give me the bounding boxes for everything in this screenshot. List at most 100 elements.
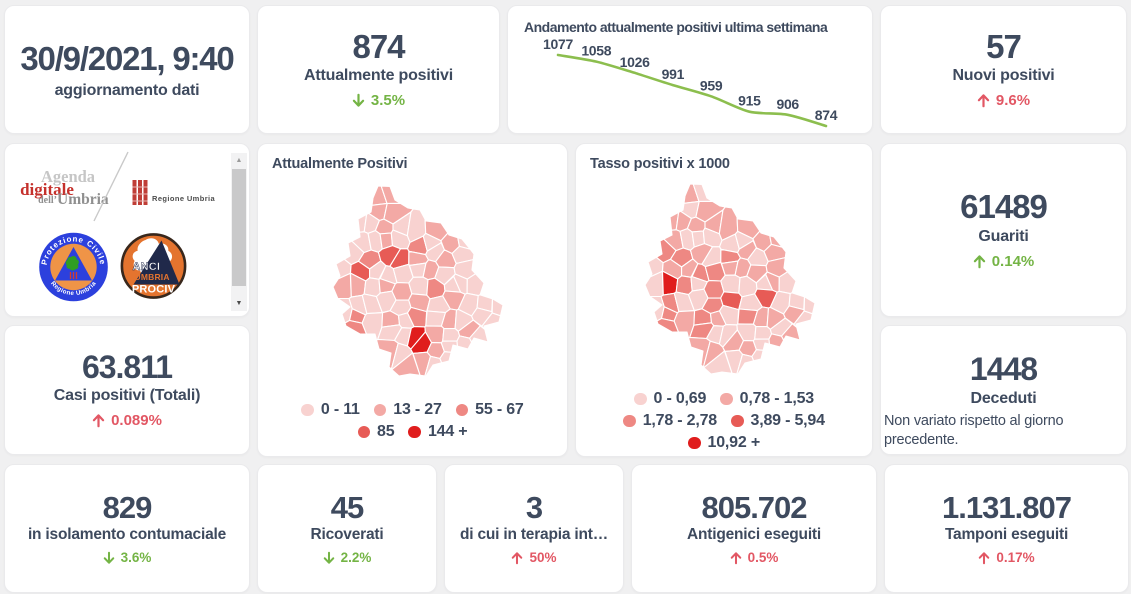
legend-item: 55 - 67 bbox=[455, 401, 524, 419]
card-antigenici-eseguiti: 805.702 Antigenici eseguiti 0.5% bbox=[631, 464, 877, 593]
trend-point-label: 991 bbox=[662, 66, 685, 82]
legend-dot bbox=[731, 414, 744, 428]
scroll-up-button[interactable]: ▲ bbox=[231, 153, 247, 168]
casi-positivi-totali-delta: 0.089% bbox=[92, 412, 162, 429]
municipality-cell[interactable] bbox=[439, 351, 452, 364]
terapia-intensiva-label: di cui in terapia int… bbox=[459, 526, 609, 544]
map-attualmente-title: Attualmente Positivi bbox=[272, 156, 408, 172]
card-terapia-intensiva: 3 di cui in terapia int… 50% bbox=[444, 464, 624, 593]
nuovi-positivi-value: 57 bbox=[986, 27, 1022, 65]
map-tasso-title: Tasso positivi x 1000 bbox=[590, 156, 730, 172]
legend-row: 0 - 0,69 0,78 - 1,53 bbox=[634, 389, 814, 409]
legend-row: 10,92 + bbox=[688, 433, 760, 453]
municipality-cell[interactable] bbox=[408, 276, 429, 296]
legend-label: 13 - 27 bbox=[393, 401, 442, 418]
municipality-cell[interactable] bbox=[442, 327, 461, 342]
legend-dot bbox=[623, 414, 636, 428]
trend-point-label: 1077 bbox=[543, 36, 573, 52]
card-map-tasso-positivi: Tasso positivi x 1000 0 - 0,69 0,78 - 1,5… bbox=[575, 143, 873, 457]
municipality-cell[interactable] bbox=[778, 271, 797, 295]
municipality-cell[interactable] bbox=[344, 319, 367, 335]
trend-point-label: 906 bbox=[776, 96, 799, 112]
card-update-date: 30/9/2021, 9:40 aggiornamento dati bbox=[4, 5, 250, 134]
attualmente-positivi-value: 874 bbox=[352, 27, 405, 65]
legend-item: 0 - 0,69 bbox=[634, 390, 706, 408]
municipality-cell[interactable] bbox=[481, 312, 502, 330]
trend-point-label: 1058 bbox=[581, 43, 611, 59]
municipality-cell[interactable] bbox=[644, 270, 664, 298]
municipality-cell[interactable] bbox=[337, 297, 353, 324]
municipality-cell[interactable] bbox=[768, 333, 785, 348]
legend-dot bbox=[688, 436, 701, 450]
tamponi-eseguiti-delta-value: 0.17% bbox=[996, 550, 1035, 566]
municipality-cell[interactable] bbox=[793, 310, 814, 328]
attualmente-positivi-delta: 3.5% bbox=[352, 92, 405, 109]
guariti-label: Guariti bbox=[978, 227, 1029, 245]
tamponi-eseguiti-label: Tamponi eseguiti bbox=[944, 526, 1069, 544]
trend-point-label: 915 bbox=[738, 93, 761, 109]
legend-item: 85 bbox=[357, 423, 395, 441]
municipality-cell[interactable] bbox=[751, 349, 764, 362]
municipality-cell[interactable] bbox=[363, 277, 381, 298]
legend-item: 3,89 - 5,94 bbox=[731, 412, 825, 430]
municipality-cell[interactable] bbox=[466, 273, 485, 297]
legend-label: 85 bbox=[377, 423, 395, 440]
tamponi-eseguiti-value: 1.131.807 bbox=[942, 489, 1072, 525]
tamponi-eseguiti-delta: 0.17% bbox=[978, 550, 1035, 566]
card-deceduti: 1448 Deceduti Non variato rispetto al gi… bbox=[880, 325, 1127, 455]
ceri-bar bbox=[132, 180, 137, 205]
card-attualmente-positivi: 874 Attualmente positivi 3.5% bbox=[257, 5, 500, 134]
casi-positivi-totali-value: 63.811 bbox=[81, 348, 173, 385]
antigenici-eseguiti-label: Antigenici eseguiti bbox=[687, 526, 821, 544]
isolamento-contumaciale-value: 829 bbox=[102, 489, 153, 525]
card-guariti: 61489 Guariti 0.14% bbox=[880, 143, 1127, 317]
legend-row: 85 144 + bbox=[357, 422, 468, 442]
slash-divider bbox=[93, 151, 129, 222]
municipality-cell[interactable] bbox=[752, 338, 771, 351]
isolamento-contumaciale-delta: 3.6% bbox=[103, 550, 151, 565]
arrow-up-icon bbox=[730, 552, 741, 565]
legend-dot bbox=[373, 403, 387, 417]
terapia-intensiva-delta: 50% bbox=[511, 550, 557, 565]
municipality-cell[interactable] bbox=[456, 335, 473, 350]
vertical-scrollbar[interactable]: ▲ ▼ bbox=[231, 153, 247, 311]
municipality-cell[interactable] bbox=[754, 325, 773, 340]
protezione-civile-logo: Protezione Civile Regione Umbria bbox=[39, 232, 108, 302]
card-tamponi-eseguiti: 1.131.807 Tamponi eseguiti 0.17% bbox=[884, 464, 1129, 593]
regione-umbria-logo: Regione Umbria bbox=[132, 180, 215, 205]
logos-panel: Agenda digitale dell’ Umbria Regione Umb… bbox=[20, 151, 215, 302]
arrow-up-icon bbox=[973, 255, 985, 269]
legend-item: 0 - 11 bbox=[301, 401, 360, 419]
legend-label: 0 - 0,69 bbox=[653, 390, 707, 407]
legend-label: 0,78 - 1,53 bbox=[739, 390, 815, 407]
legend-dot bbox=[408, 425, 421, 439]
legend-dot bbox=[720, 392, 733, 406]
trend-point-label: 1026 bbox=[620, 54, 650, 70]
guariti-delta: 0.14% bbox=[973, 253, 1034, 270]
scrollbar-thumb[interactable] bbox=[232, 169, 246, 286]
nuovi-positivi-label: Nuovi positivi bbox=[952, 67, 1055, 85]
agenda-word: Agenda bbox=[41, 167, 95, 186]
municipality-cell[interactable] bbox=[656, 317, 679, 333]
municipality-cell[interactable] bbox=[675, 275, 693, 296]
municipality-cell[interactable] bbox=[332, 272, 352, 300]
umbria-map-tasso-positivi bbox=[644, 183, 816, 374]
trend-line-chart: 1077 1058 1026 991 959 915 906 874 bbox=[543, 36, 838, 128]
municipality-cell[interactable] bbox=[440, 340, 459, 353]
isolamento-contumaciale-label: in isolamento contumaciale bbox=[27, 526, 227, 544]
card-logos: Agenda digitale dell’ Umbria Regione Umb… bbox=[4, 143, 250, 317]
prociv-text: PROCIV bbox=[132, 284, 176, 296]
arrow-up-icon bbox=[977, 94, 990, 108]
municipality-cell[interactable] bbox=[649, 295, 665, 322]
arrow-up-icon bbox=[92, 414, 105, 428]
arrow-down-icon bbox=[323, 551, 334, 564]
card-map-attualmente-positivi: Attualmente Positivi 0 - 11 13 - 27 55 - 6… bbox=[257, 143, 568, 457]
casi-positivi-totali-label: Casi positivi (Totali) bbox=[53, 387, 201, 405]
scroll-down-button[interactable]: ▼ bbox=[231, 296, 247, 311]
municipality-cell[interactable] bbox=[720, 274, 741, 294]
map-attualmente-legend: 0 - 11 13 - 27 55 - 67 85 144 + bbox=[258, 400, 567, 442]
legend-dot bbox=[357, 425, 371, 439]
card-nuovi-positivi: 57 Nuovi positivi 9.6% bbox=[880, 5, 1127, 134]
guariti-value: 61489 bbox=[960, 188, 1048, 226]
